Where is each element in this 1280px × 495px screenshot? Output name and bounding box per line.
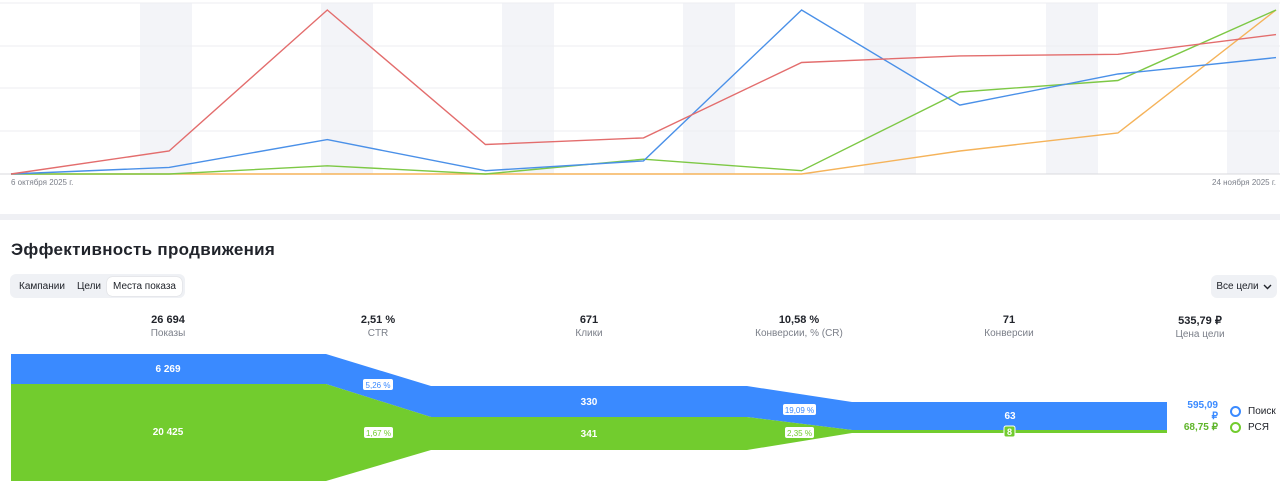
metric-value: 71 xyxy=(1002,314,1016,326)
trend-series-line-1 xyxy=(10,9,1277,175)
funnel-rsya-impressions-band xyxy=(11,384,326,481)
trend-x-end-label: 24 ноября 2025 г. xyxy=(1212,178,1276,187)
metric-label: Конверсии xyxy=(984,328,1034,339)
metric-label: Клики xyxy=(575,328,603,339)
metric-impressions: 26 694 Показы xyxy=(103,314,233,339)
metric-cr: 10,58 % Конверсии, % (CR) xyxy=(734,314,864,339)
funnel-rsya-cr-value: 2,35 % xyxy=(787,429,812,438)
metric-value: 535,79 ₽ xyxy=(1178,315,1222,327)
tab-campaigns[interactable]: Кампании xyxy=(19,280,65,292)
metric-label: Конверсии, % (CR) xyxy=(755,328,843,339)
funnel-rsya-impressions-value: 20 425 xyxy=(153,427,184,438)
funnel-search-clicks-value: 330 xyxy=(581,397,598,408)
metric-label: Показы xyxy=(150,328,186,339)
metric-value: 2,51 % xyxy=(360,314,396,326)
funnel-rsya-conversions-value: 8 xyxy=(1007,427,1012,437)
legend-rsya[interactable]: 68,75 ₽ РСЯ xyxy=(1180,422,1269,433)
chevron-down-icon xyxy=(1263,284,1272,289)
funnel-search-conversions-band xyxy=(852,402,1167,430)
legend-search[interactable]: 595,09 ₽ Поиск xyxy=(1180,400,1276,422)
metric-ctr: 2,51 % CTR xyxy=(313,314,443,339)
funnel-rsya-conversions-badge xyxy=(1003,425,1016,438)
trend-series-line-3 xyxy=(11,9,1277,175)
section-divider xyxy=(0,214,1280,220)
placement-funnel: 6 269 20 425 330 341 63 5,26 % 1,67 % 19… xyxy=(11,354,1167,481)
metric-conversions: 71 Конверсии xyxy=(944,314,1074,339)
funnel-rsya-ctr-badge xyxy=(364,427,393,438)
metric-clicks: 671 Клики xyxy=(524,314,654,339)
legend-search-name: Поиск xyxy=(1248,405,1276,417)
goal-filter-dropdown[interactable]: Все цели xyxy=(1211,275,1277,298)
trend-x-start-label: 6 октября 2025 г. xyxy=(11,178,73,187)
funnel-rsya-clicks-value: 341 xyxy=(581,429,598,440)
metric-value: 26 694 xyxy=(151,314,185,326)
metric-label: Цена цели xyxy=(1175,329,1225,340)
circle-icon xyxy=(1230,422,1241,433)
funnel-rsya-ctr-value: 1,67 % xyxy=(366,429,391,438)
funnel-search-conversions-value: 63 xyxy=(1004,411,1016,422)
funnel-search-cr-value: 19,09 % xyxy=(785,406,814,415)
funnel-rsya-clicks-band xyxy=(431,417,747,450)
funnel-rsya-cr-badge xyxy=(785,427,814,438)
trend-chart: 6 октября 2025 г. 24 ноября 2025 г. xyxy=(0,2,1280,187)
funnel-search-ctr-value: 5,26 % xyxy=(366,381,391,390)
metric-label: CTR xyxy=(367,328,389,339)
legend-search-price: 595,09 ₽ xyxy=(1187,400,1218,422)
tab-placements[interactable]: Места показа xyxy=(107,276,182,296)
tab-goals[interactable]: Цели xyxy=(76,280,101,292)
metric-goal-price: 535,79 ₽ Цена цели xyxy=(1135,314,1265,340)
metric-value: 671 xyxy=(579,314,599,326)
section-title: Эффективность продвижения xyxy=(11,240,276,259)
funnel-search-ctr-badge xyxy=(363,379,393,390)
view-tabs: Кампании Цели Места показа xyxy=(10,274,185,298)
circle-icon xyxy=(1230,405,1241,417)
legend-rsya-price: 68,75 ₽ xyxy=(1183,422,1218,433)
funnel-search-impressions-band xyxy=(11,354,326,384)
trend-series-line-0 xyxy=(10,9,1277,175)
metric-value: 10,58 % xyxy=(778,314,820,326)
funnel-search-clicks-band xyxy=(431,386,747,417)
legend-rsya-name: РСЯ xyxy=(1248,422,1270,433)
goal-filter-label: Все цели xyxy=(1216,281,1259,292)
funnel-search-impressions-value: 6 269 xyxy=(155,364,180,375)
funnel-search-cr-badge xyxy=(783,404,816,415)
